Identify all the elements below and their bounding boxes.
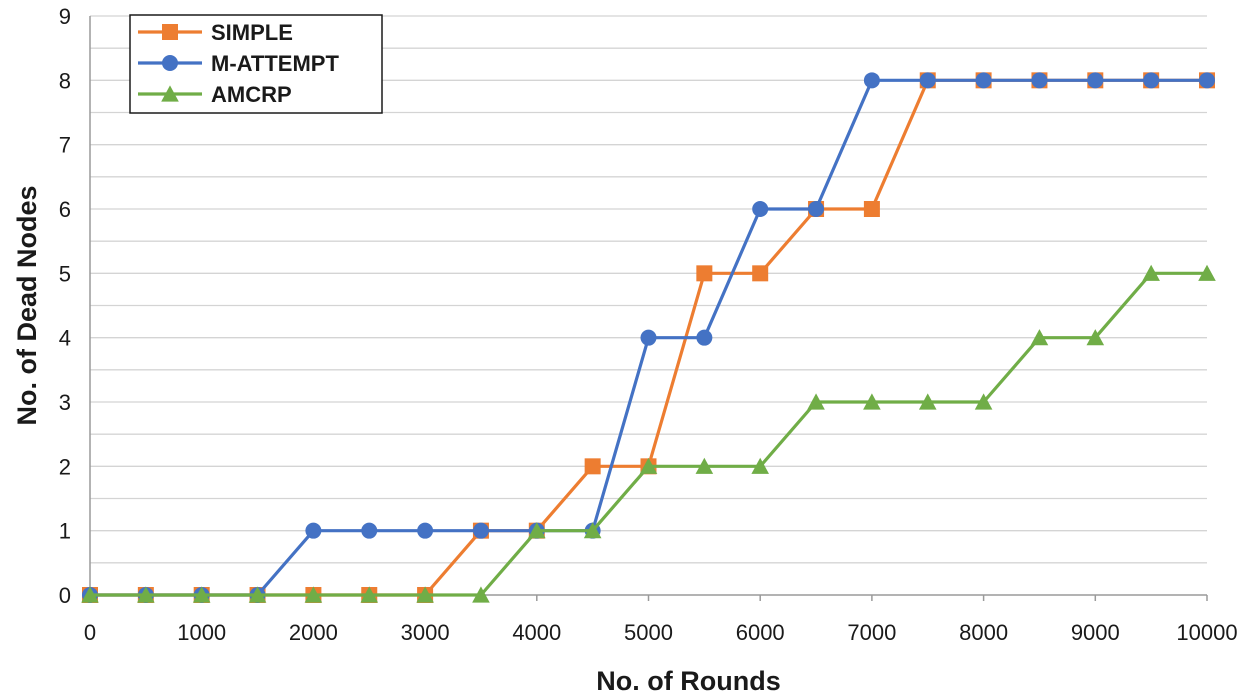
legend-item-amcrp: AMCRP [138,82,292,107]
circle-marker [472,522,489,539]
triangle-marker [248,586,267,603]
y-tick-label: 9 [59,4,71,29]
circle-marker [305,522,322,539]
y-tick-label: 8 [59,68,71,93]
square-marker [162,24,178,40]
x-tick-label: 10000 [1176,620,1237,645]
triangle-marker [472,586,490,603]
triangle-marker [1086,329,1105,346]
circle-marker [1087,72,1104,89]
y-axis-title: No. of Dead Nodes [12,185,42,425]
triangle-marker [1142,264,1160,281]
legend-item-m-attempt: M-ATTEMPT [138,51,339,76]
legend-label: AMCRP [211,82,292,107]
y-tick-label: 1 [59,519,71,544]
x-tick-label: 8000 [959,620,1008,645]
triangle-marker [583,522,602,539]
triangle-marker [528,522,546,539]
x-tick-label: 0 [84,620,96,645]
circle-marker [752,201,769,217]
x-tick-label: 6000 [736,620,785,645]
gridlines [90,15,1207,564]
square-marker [696,265,713,282]
triangle-marker [974,393,993,410]
triangle-marker [360,586,379,603]
x-tick-label: 2000 [289,620,338,645]
y-tick-label: 5 [59,261,71,286]
y-tick-label: 4 [59,326,71,351]
legend-label: SIMPLE [211,20,293,45]
circle-marker [975,72,992,89]
triangle-marker [161,85,179,102]
triangle-marker [304,586,323,603]
triangle-marker [416,586,434,603]
circle-marker [417,522,434,539]
circle-marker [361,522,378,539]
circle-marker [919,72,936,89]
square-marker [584,458,601,475]
circle-marker [808,201,825,217]
triangle-marker [695,457,714,474]
triangle-marker [1198,264,1216,281]
circle-marker [1199,72,1215,89]
y-tick-label: 2 [59,454,71,479]
legend-label: M-ATTEMPT [211,51,339,76]
x-tick-label: 3000 [401,620,450,645]
y-tick-label: 7 [59,133,71,158]
legend: SIMPLE M-ATTEMPT AMCRP [129,14,383,114]
square-marker [752,265,769,282]
triangle-marker [1030,329,1049,346]
triangle-marker [918,393,937,410]
y-tick-label: 3 [59,390,71,415]
y-tick-label: 0 [59,583,71,608]
triangle-marker [639,457,658,474]
x-tick-label: 1000 [177,620,226,645]
x-tick-label: 9000 [1071,620,1120,645]
x-tick-label: 7000 [847,620,896,645]
triangle-marker [192,586,211,603]
y-tick-label: 6 [59,197,71,222]
x-tick-label: 4000 [512,620,561,645]
triangle-marker [81,586,99,603]
circle-marker [640,329,657,346]
triangle-marker [751,457,769,474]
square-marker [863,201,880,217]
triangle-marker [863,393,881,410]
x-tick-labels: 0 1000 2000 3000 4000 5000 6000 7000 8000 9000 100… [84,620,1238,645]
triangle-marker [137,586,155,603]
series-amcrp [81,264,1216,603]
legend-item-simple: SIMPLE [138,20,293,45]
series-group [81,72,1216,603]
circle-marker [1143,72,1160,89]
triangle-marker [807,393,825,410]
y-tick-labels: 0 1 2 3 4 5 6 7 8 9 [59,4,71,608]
x-axis-title: No. of Rounds [596,666,780,696]
circle-marker [863,72,880,89]
circle-marker [696,329,713,346]
circle-marker [162,55,178,71]
x-tick-label: 5000 [624,620,673,645]
circle-marker [1031,72,1048,89]
